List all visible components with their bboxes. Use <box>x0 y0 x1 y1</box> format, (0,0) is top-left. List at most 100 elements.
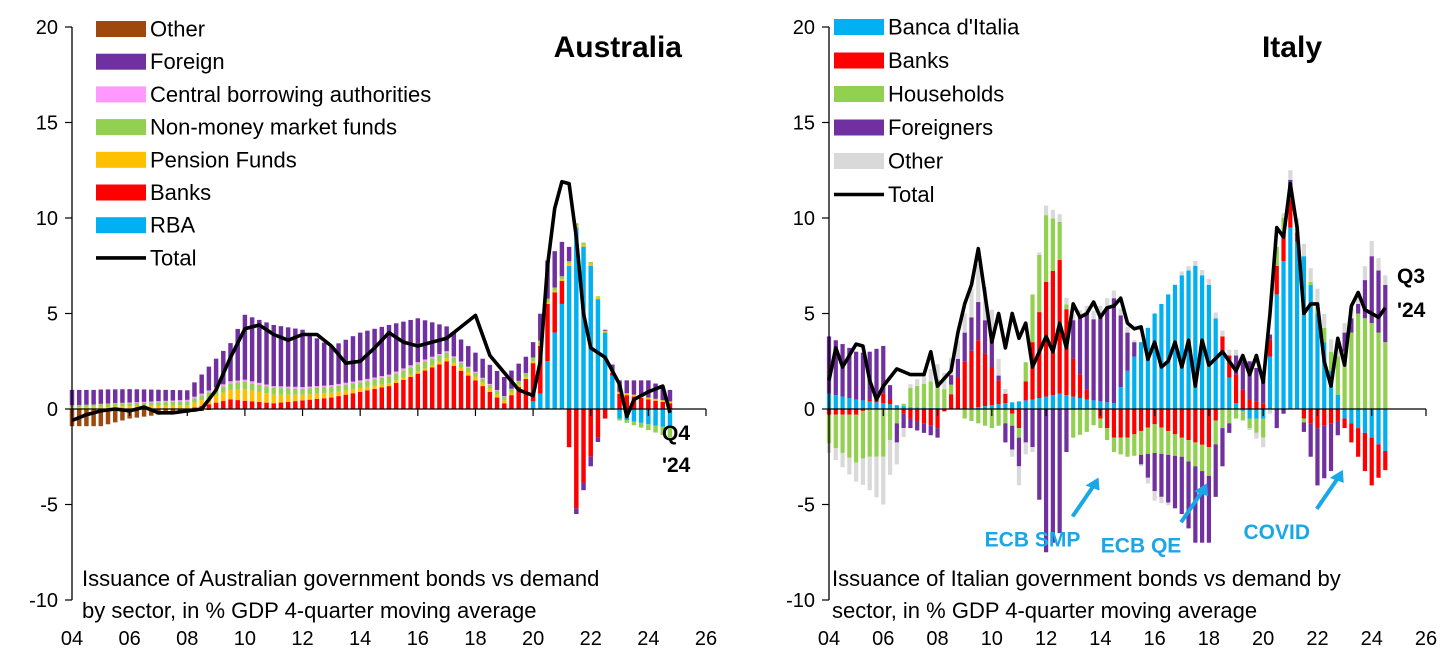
italy-bar-foreigners <box>1138 454 1144 465</box>
italy-legend-label: Households <box>888 82 1004 107</box>
italy-bar-banca-d-italia <box>1084 399 1089 409</box>
italy-bar-banca-d-italia <box>1016 401 1022 409</box>
australia-bar-foreign <box>98 389 104 404</box>
italy-bar-banks <box>860 409 866 411</box>
italy-bar-foreigners <box>915 420 920 431</box>
italy-bar-banks <box>1166 409 1171 431</box>
australia-bar-pension-funds <box>76 406 82 409</box>
italy-bar-banca-d-italia <box>996 404 1001 409</box>
australia-bar-pension-funds <box>494 394 500 398</box>
italy-bar-banks <box>1322 409 1327 426</box>
italy-bar-banca-d-italia <box>1152 313 1157 409</box>
italy-bar-banks <box>867 399 872 402</box>
italy-bar-other <box>915 379 920 386</box>
australia-bar-central-borrowing-authorities <box>357 380 363 383</box>
italy-bar-households <box>942 389 947 409</box>
australia-bar-rba <box>566 265 572 409</box>
italy-bar-households <box>1301 418 1306 423</box>
italy-legend-swatch <box>834 52 884 69</box>
italy-bar-households <box>1145 427 1150 454</box>
italy-x-tick-label: 22 <box>1306 628 1328 650</box>
italy-legend-label: Foreigners <box>888 115 993 140</box>
italy-bar-households <box>1057 221 1062 261</box>
italy-bar-banca-d-italia <box>1138 342 1144 409</box>
italy-bar-foreigners <box>955 358 960 378</box>
australia-legend-swatch <box>96 21 146 37</box>
italy-y-tick-label: -5 <box>797 495 815 517</box>
italy-bar-banks <box>942 409 947 412</box>
australia-end-label: Q4 <box>662 422 690 445</box>
italy-bar-foreigners <box>833 340 838 396</box>
italy-bar-other <box>1301 243 1306 257</box>
italy-bar-other <box>1159 496 1164 504</box>
australia-x-tick-label: 10 <box>234 628 256 650</box>
australia-bar-banks <box>336 396 341 409</box>
australia-bar-central-borrowing-authorities <box>429 356 435 359</box>
australia-bar-non-money-market-funds <box>185 401 190 406</box>
italy-bar-foreigners <box>854 351 859 400</box>
australia-bar-pension-funds <box>350 389 356 394</box>
australia-bar-non-money-market-funds <box>588 261 593 264</box>
australia-bar-non-money-market-funds <box>365 380 370 387</box>
italy-bar-households <box>1261 418 1266 438</box>
italy-bar-households <box>1023 362 1028 382</box>
italy-bar-foreigners <box>1220 428 1225 467</box>
italy-bar-households <box>1349 332 1354 409</box>
australia-bar-non-money-market-funds <box>437 355 442 362</box>
italy-bar-foreigners <box>1010 425 1015 450</box>
australia-bar-pension-funds <box>120 406 125 409</box>
italy-bar-banks <box>1010 409 1015 414</box>
italy-bar-banca-d-italia <box>854 399 859 409</box>
italy-bar-households <box>1077 409 1083 435</box>
italy-bar-foreigners <box>908 418 913 429</box>
italy-bar-banca-d-italia <box>1295 241 1300 410</box>
australia-bar-central-borrowing-authorities <box>199 393 204 396</box>
australia-bar-central-borrowing-authorities <box>105 403 111 405</box>
australia-bar-banks <box>552 292 557 333</box>
italy-bar-other <box>1206 279 1212 285</box>
australia-bar-non-money-market-funds <box>516 380 521 385</box>
australia-bar-pension-funds <box>185 405 190 409</box>
australia-bar-non-money-market-funds <box>646 424 651 431</box>
australia-bar-banks <box>660 402 666 409</box>
italy-annotation: ECB SMP <box>985 529 1081 552</box>
italy-bar-other <box>935 364 940 380</box>
australia-bar-non-money-market-funds <box>653 425 658 433</box>
australia-bar-foreign <box>278 326 284 387</box>
australia-bar-foreign <box>170 390 176 401</box>
australia-bar-pension-funds <box>415 371 421 374</box>
italy-bar-banca-d-italia <box>1125 370 1130 409</box>
australia-bar-foreign <box>494 370 500 391</box>
australia-legend-label: Non-money market funds <box>150 115 397 140</box>
italy-bar-households <box>1247 418 1252 429</box>
italy-bar-banks <box>1227 355 1232 378</box>
italy-bar-banks <box>1050 271 1055 396</box>
italy-bar-foreigners <box>1267 334 1273 340</box>
australia-bar-rba <box>530 401 536 409</box>
australia-bar-banks <box>350 393 356 409</box>
australia-bar-rba <box>646 409 651 425</box>
italy-bar-banks <box>996 380 1001 405</box>
italy-bar-banks <box>1254 401 1259 409</box>
australia-bar-foreign <box>213 358 219 388</box>
italy-bar-banca-d-italia <box>1308 284 1313 409</box>
australia-bar-pension-funds <box>285 394 291 402</box>
italy-bar-banca-d-italia <box>915 407 920 409</box>
australia-bar-pension-funds <box>502 400 507 404</box>
italy-bar-other <box>976 263 981 303</box>
australia-bar-other <box>98 409 104 427</box>
italy-bar-foreigners <box>887 385 893 400</box>
italy-bar-banca-d-italia <box>1254 409 1259 419</box>
australia-bar-central-borrowing-authorities <box>257 382 262 385</box>
italy-bar-foreigners <box>1003 423 1008 443</box>
australia-bar-pension-funds <box>249 390 255 402</box>
italy-bar-banks <box>1349 423 1354 443</box>
italy-bar-foreigners <box>1105 306 1110 403</box>
australia-bar-non-money-market-funds <box>84 404 89 407</box>
australia-bar-banks <box>574 409 579 509</box>
italy-bar-banca-d-italia <box>840 396 845 409</box>
australia-bar-pension-funds <box>466 371 471 376</box>
australia-x-tick-label: 26 <box>695 628 717 650</box>
italy-bar-banca-d-italia <box>1288 227 1293 409</box>
